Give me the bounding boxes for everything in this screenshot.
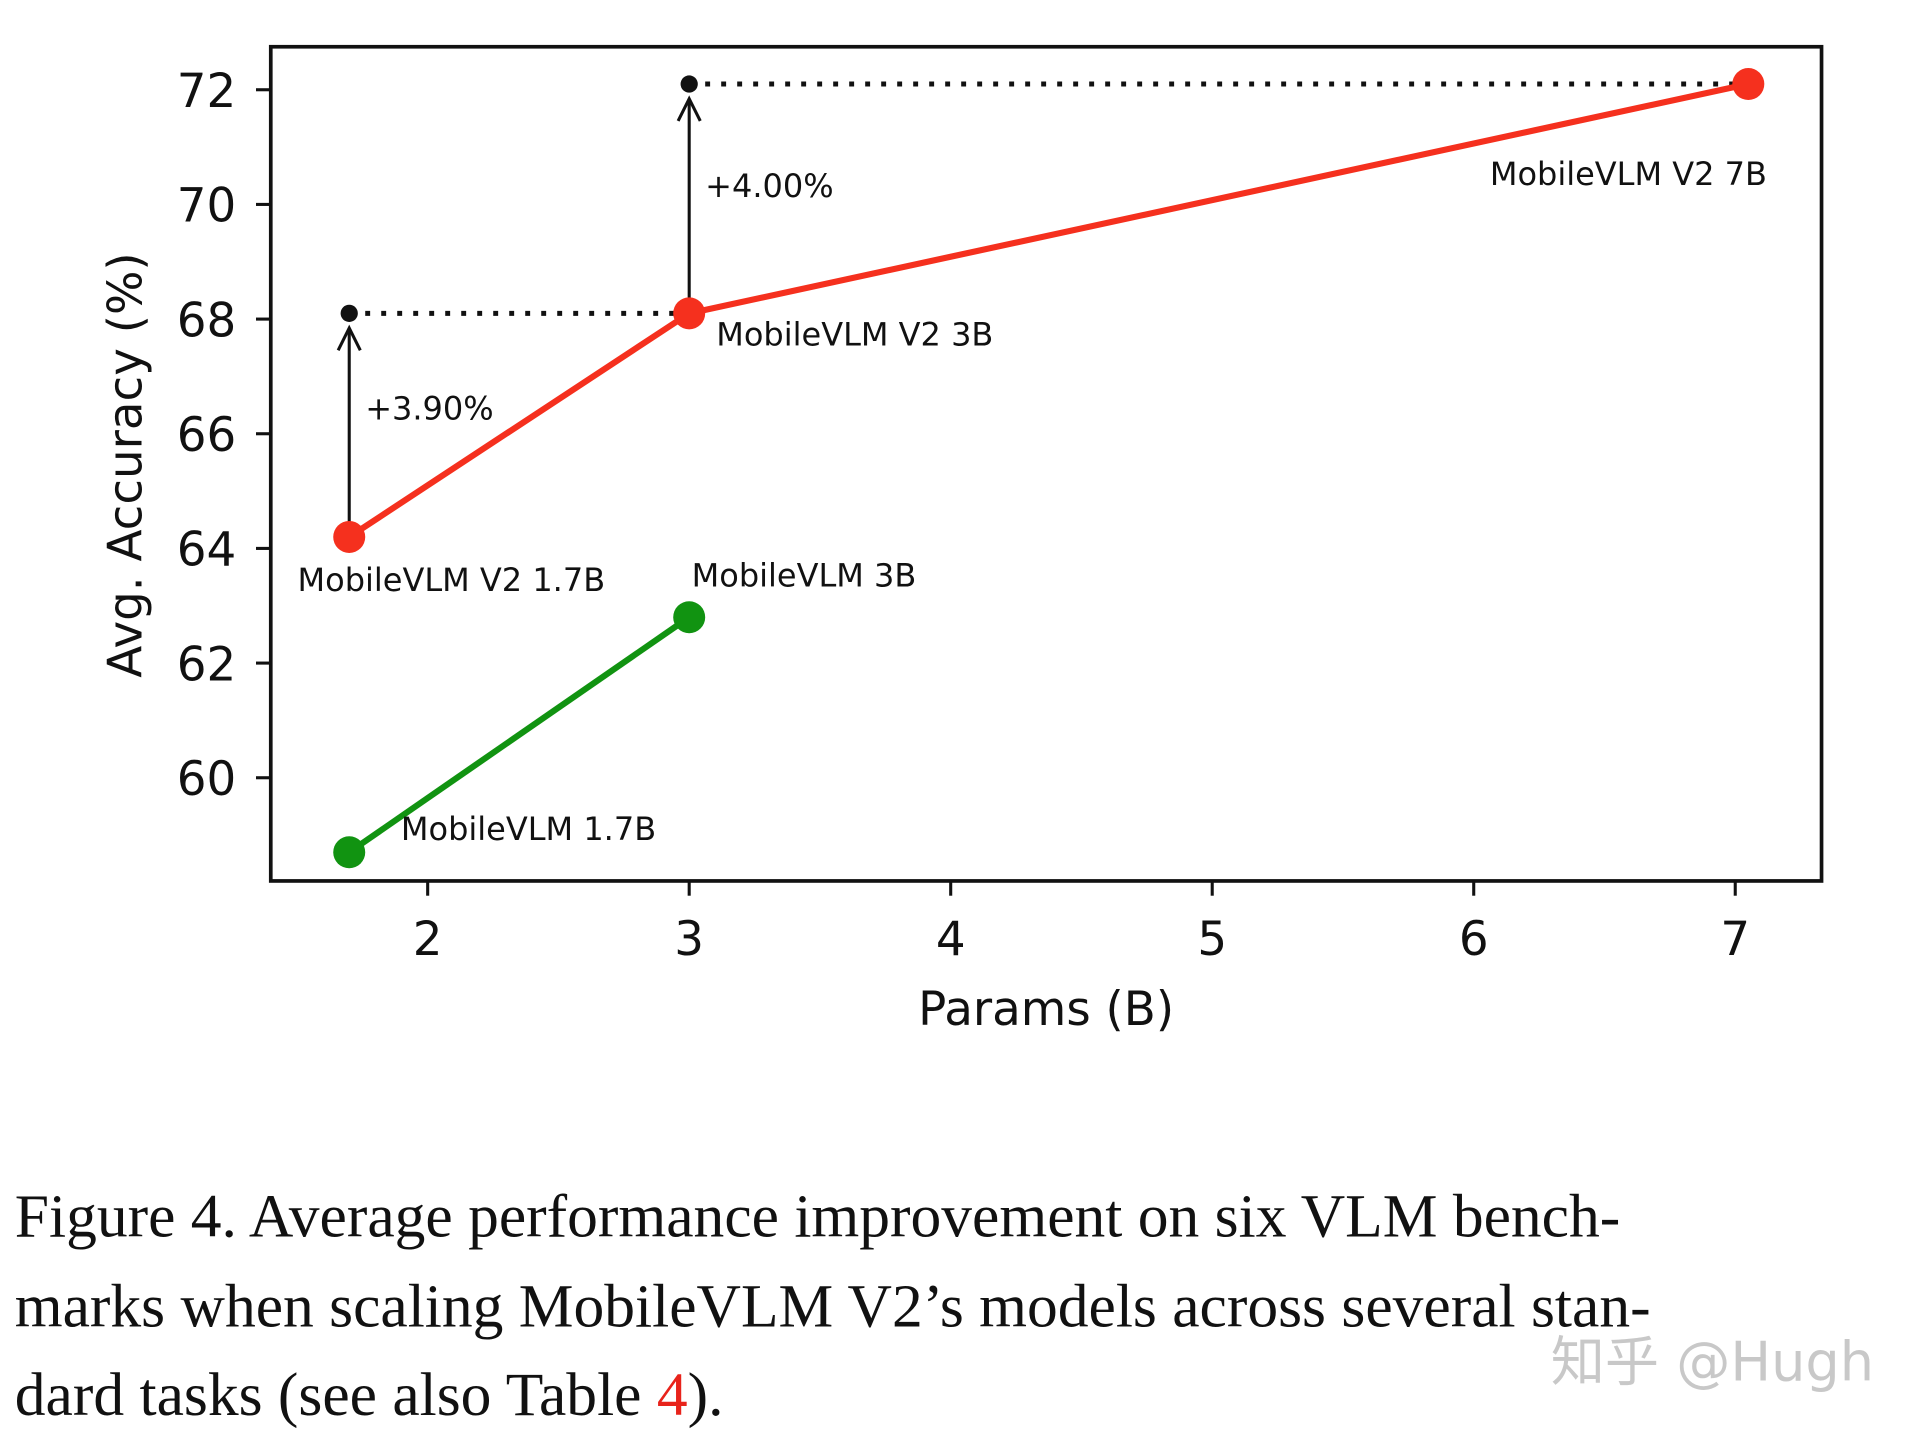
arrow-head-icon	[676, 95, 702, 122]
data-point	[333, 836, 366, 869]
x-axis-label: Params (B)	[918, 983, 1174, 1037]
y-tick-label: 60	[177, 753, 237, 807]
series-line	[347, 81, 1749, 540]
data-point-label: MobileVLM 1.7B	[401, 810, 656, 848]
data-point-label: MobileVLM V2 1.7B	[298, 561, 606, 599]
data-point-label: MobileVLM V2 7B	[1490, 155, 1767, 193]
chart: 2 3 4 5 6 7 60 62 64 66 68 70 72 +3.90% +4.00% MobileVL…	[177, 44, 1824, 967]
y-tick-label: 66	[177, 409, 237, 463]
x-tick-label: 4	[936, 913, 966, 967]
plot-frame	[268, 44, 1824, 883]
x-tick-label: 5	[1197, 913, 1227, 967]
caption-line-2: marks when scaling MobileVLM V2’s models…	[15, 1272, 1651, 1340]
x-tick-label: 3	[674, 913, 704, 967]
arrow-head-icon	[336, 324, 362, 351]
caption-line-1: Figure 4. Average performance improvemen…	[15, 1183, 1620, 1251]
caption-line-3: dard tasks (see also Table 4).	[15, 1361, 724, 1429]
data-point-label: MobileVLM 3B	[692, 556, 917, 594]
data-point	[333, 520, 366, 553]
y-tick-label: 64	[177, 524, 237, 578]
improvement-label: +4.00%	[705, 167, 833, 205]
x-tick-label: 7	[1720, 913, 1750, 967]
x-tick-label: 6	[1459, 913, 1489, 967]
y-axis-label: Avg. Accuracy (%)	[100, 252, 154, 677]
data-point	[673, 601, 706, 634]
reference-dot	[340, 304, 358, 322]
caption-text: dard tasks (see also Table	[15, 1361, 657, 1429]
data-point-label: MobileVLM V2 3B	[716, 315, 993, 353]
data-point	[673, 297, 706, 330]
table-reference-link[interactable]: 4	[657, 1361, 688, 1429]
data-point	[1732, 68, 1765, 101]
reference-dot	[680, 75, 698, 93]
x-tick-label: 2	[413, 913, 443, 967]
y-tick-label: 72	[177, 65, 237, 119]
y-tick-label: 70	[177, 180, 237, 234]
y-tick-label: 68	[177, 294, 237, 348]
improvement-label: +3.90%	[365, 390, 493, 428]
caption-text-end: ).	[688, 1361, 724, 1429]
watermark: 知乎 @Hugh	[1551, 1330, 1874, 1393]
y-tick-label: 62	[177, 638, 237, 692]
series-line	[347, 614, 691, 855]
